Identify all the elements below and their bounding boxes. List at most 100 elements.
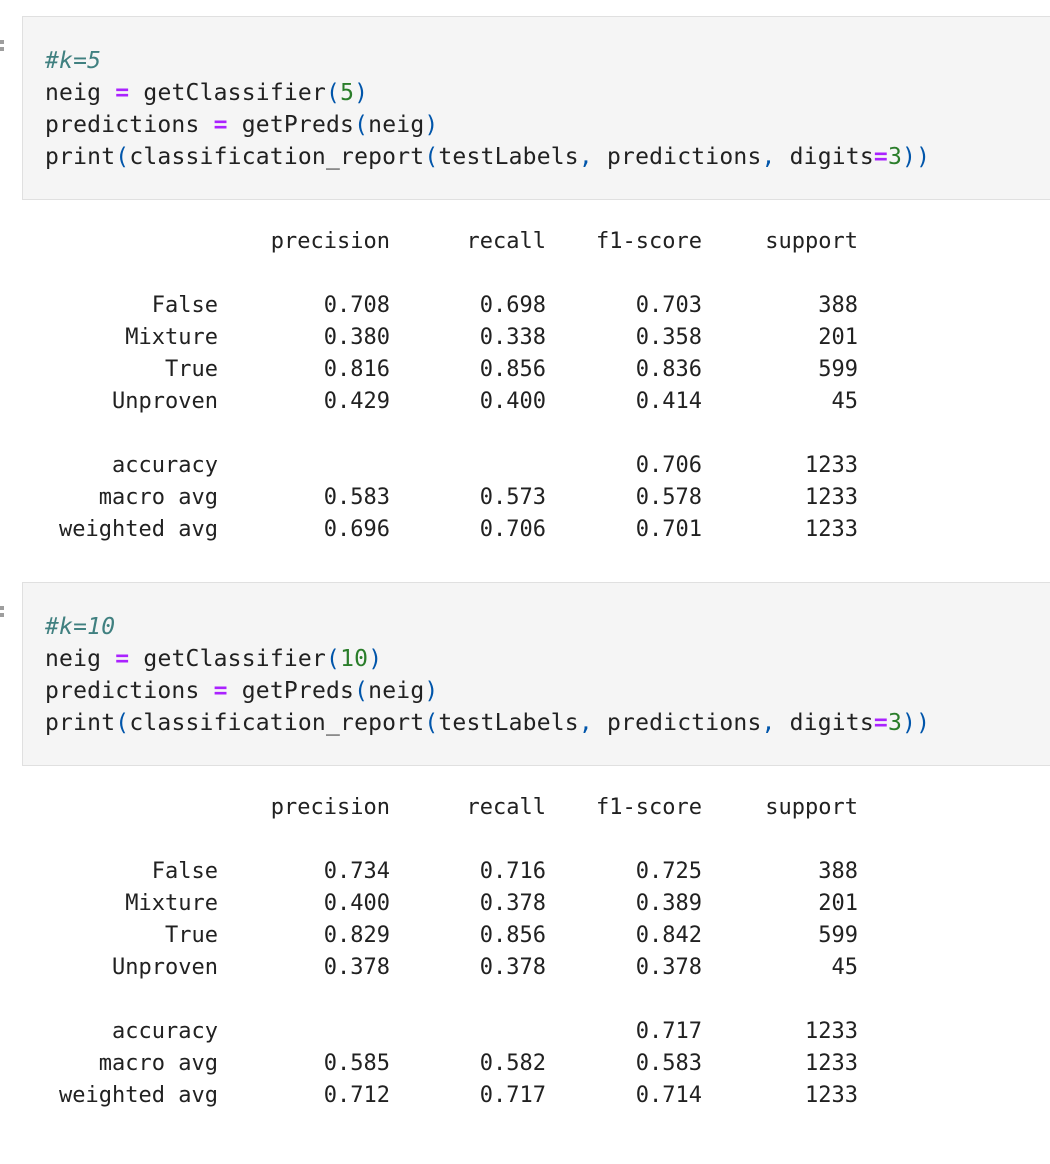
report-support: 45 [831, 955, 859, 980]
code-comment: #k=10 [45, 614, 116, 640]
report-header-recall: recall [466, 795, 546, 820]
report-weighted-recall: 0.717 [479, 1083, 546, 1108]
report-header-f1: f1-score [596, 795, 702, 820]
code-paren-close: ) [368, 646, 383, 672]
code-paren-open: ( [115, 710, 130, 736]
report-precision: 0.829 [323, 923, 390, 948]
report-accuracy-support: 1233 [805, 1019, 858, 1044]
code-operator: = [115, 646, 130, 672]
report-accuracy-f1: 0.706 [635, 453, 702, 478]
report-row-label: True [165, 923, 218, 948]
code-paren-close: ) [424, 678, 439, 704]
code-paren-open: ( [354, 678, 369, 704]
code-line-predictions: predictions = getPreds(neig) [45, 109, 438, 141]
report-f1: 0.414 [635, 389, 702, 414]
report-weighted-recall: 0.706 [479, 517, 546, 542]
code-keyword-arg: digits [789, 144, 874, 170]
code-line-comment: #k=5 [45, 45, 101, 77]
code-input-area[interactable]: #k=10 neig = getClassifier(10) predictions… [22, 582, 1050, 766]
report-f1: 0.703 [635, 293, 702, 318]
report-header-precision: precision [270, 229, 390, 254]
report-macro-support: 1233 [805, 485, 858, 510]
code-paren-close: ) [424, 112, 439, 138]
code-variable: predictions [45, 112, 200, 138]
report-header-support: support [765, 229, 858, 254]
report-row-label: Unproven [112, 955, 218, 980]
report-row-label: True [165, 357, 218, 382]
code-space [228, 112, 242, 138]
report-weighted-precision: 0.696 [323, 517, 390, 542]
cell-drag-handle-icon[interactable] [0, 38, 6, 54]
code-variable: predictions [45, 678, 200, 704]
code-paren-open: ( [326, 80, 341, 106]
code-function: getPreds [241, 112, 355, 138]
code-number: 5 [340, 80, 355, 106]
code-operator: = [213, 678, 228, 704]
report-row-label: False [151, 293, 218, 318]
code-function: print [45, 144, 116, 170]
report-header-recall: recall [466, 229, 546, 254]
code-line-classifier: neig = getClassifier(5) [45, 77, 368, 109]
report-header-precision: precision [270, 795, 390, 820]
report-precision: 0.400 [323, 891, 390, 916]
report-f1: 0.389 [635, 891, 702, 916]
code-space [101, 646, 115, 672]
report-f1: 0.358 [635, 325, 702, 350]
code-space [129, 646, 143, 672]
report-precision: 0.380 [323, 325, 390, 350]
code-space [228, 678, 242, 704]
report-macro-label: macro avg [98, 485, 218, 510]
report-weighted-label: weighted avg [59, 517, 218, 542]
code-function: classification_report [129, 710, 425, 736]
code-keyword-arg: digits [789, 710, 874, 736]
code-operator: = [213, 112, 228, 138]
code-paren-open: ( [354, 112, 369, 138]
report-support: 599 [818, 923, 858, 948]
report-recall: 0.378 [479, 891, 546, 916]
code-comma: , [578, 710, 607, 736]
report-f1: 0.842 [635, 923, 702, 948]
report-precision: 0.734 [323, 859, 390, 884]
report-header-support: support [765, 795, 858, 820]
code-function: print [45, 710, 116, 736]
report-macro-precision: 0.583 [323, 485, 390, 510]
report-precision: 0.708 [323, 293, 390, 318]
report-macro-recall: 0.573 [479, 485, 546, 510]
report-recall: 0.698 [479, 293, 546, 318]
report-macro-recall: 0.582 [479, 1051, 546, 1076]
report-accuracy-label: accuracy [112, 1019, 218, 1044]
code-number: 3 [887, 710, 903, 736]
code-input-area[interactable]: #k=5 neig = getClassifier(5) predictions =… [22, 16, 1050, 200]
code-argument: predictions [606, 710, 762, 736]
report-weighted-f1: 0.701 [635, 517, 702, 542]
report-macro-label: macro avg [98, 1051, 218, 1076]
code-space [200, 678, 214, 704]
code-variable: neig [45, 80, 102, 106]
code-argument: predictions [606, 144, 762, 170]
code-paren-close: )) [902, 710, 931, 736]
report-row-label: Unproven [112, 389, 218, 414]
code-paren-open: ( [326, 646, 341, 672]
code-paren-open: ( [115, 144, 130, 170]
report-macro-f1: 0.583 [635, 1051, 702, 1076]
report-weighted-support: 1233 [805, 517, 858, 542]
code-operator: = [115, 80, 130, 106]
code-paren-close: ) [354, 80, 369, 106]
code-line-comment: #k=10 [45, 611, 115, 643]
report-row-label: Mixture [125, 891, 218, 916]
code-line-print: print(classification_report(testLabels, … [45, 141, 930, 173]
report-weighted-f1: 0.714 [635, 1083, 702, 1108]
report-support: 388 [818, 859, 858, 884]
code-function: classification_report [129, 144, 425, 170]
report-support: 201 [818, 891, 858, 916]
code-comma: , [578, 144, 607, 170]
report-support: 599 [818, 357, 858, 382]
report-recall: 0.716 [479, 859, 546, 884]
code-line-predictions: predictions = getPreds(neig) [45, 675, 438, 707]
report-recall: 0.856 [479, 357, 546, 382]
code-space [200, 112, 214, 138]
cell-drag-handle-icon[interactable] [0, 604, 6, 620]
code-argument: testLabels [438, 144, 579, 170]
code-space [129, 80, 143, 106]
report-recall: 0.856 [479, 923, 546, 948]
